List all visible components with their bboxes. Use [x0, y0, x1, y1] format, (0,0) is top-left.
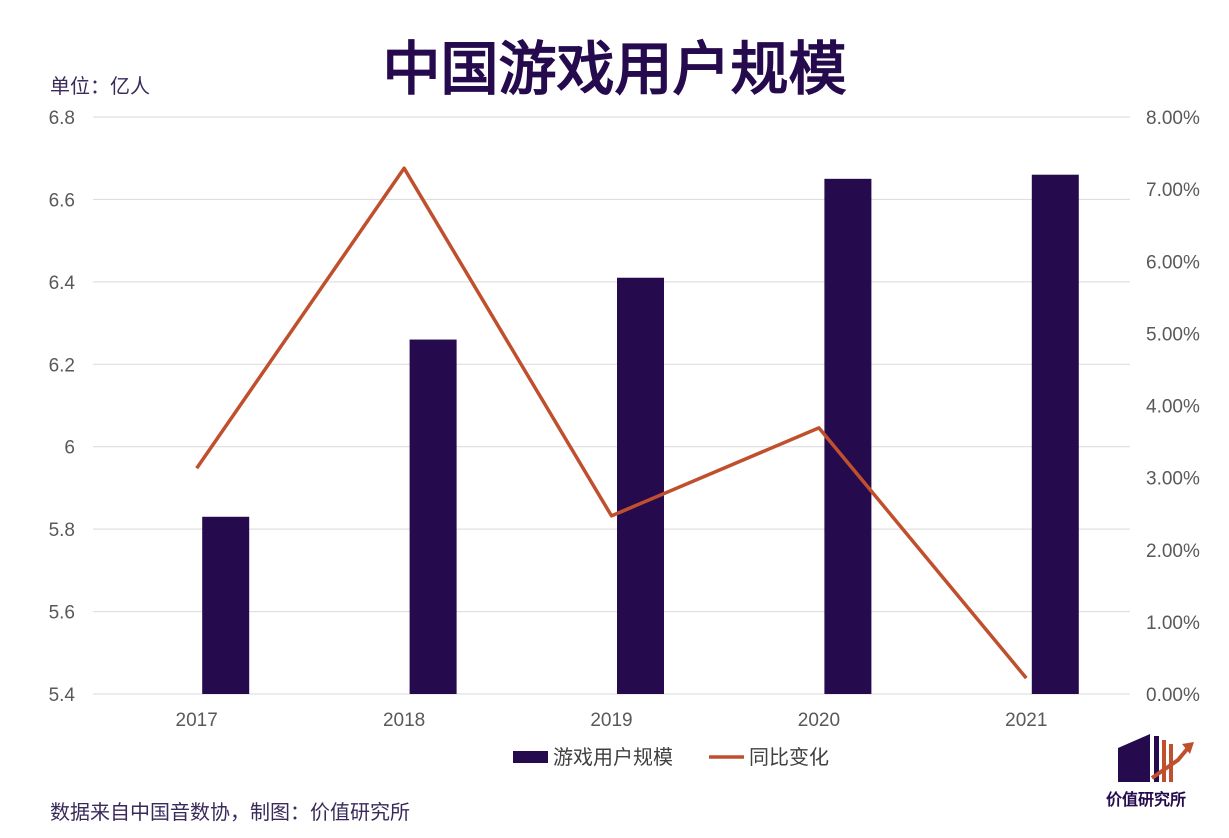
right-tick-label: 6.00%: [1146, 252, 1200, 273]
right-tick-label: 7.00%: [1146, 180, 1200, 201]
right-tick-label: 1.00%: [1146, 613, 1200, 634]
logo-icon: [1118, 734, 1194, 782]
left-tick-label: 6.2: [49, 355, 75, 376]
right-tick-label: 3.00%: [1146, 469, 1200, 490]
left-tick-label: 6.4: [49, 273, 76, 294]
x-tick-label: 2019: [590, 710, 632, 731]
chart-title: 中国游戏用户规模: [382, 35, 847, 103]
legend-swatch-bar: [513, 751, 548, 763]
right-tick-label: 8.00%: [1146, 108, 1200, 129]
unit-label: 单位：亿人: [50, 74, 150, 98]
right-tick-label: 5.00%: [1146, 324, 1200, 345]
x-tick-label: 2017: [176, 710, 218, 731]
left-tick-label: 5.6: [49, 603, 75, 624]
bar: [1031, 174, 1079, 694]
right-tick-label: 0.00%: [1146, 685, 1200, 706]
left-tick-label: 6.6: [49, 190, 75, 211]
bar: [824, 178, 872, 695]
bar: [617, 277, 664, 694]
right-tick-label: 4.00%: [1146, 397, 1200, 418]
series-line: [195, 166, 1028, 680]
logo-text: 价值研究所: [1106, 790, 1187, 809]
legend-label: 游戏用户规模: [553, 745, 673, 769]
x-tick-label: 2021: [1005, 710, 1047, 731]
bar: [409, 339, 457, 694]
right-tick-label: 2.00%: [1146, 541, 1200, 562]
left-tick-label: 6: [64, 438, 75, 459]
x-tick-label: 2020: [798, 710, 840, 731]
x-tick-label: 2018: [383, 710, 425, 731]
source-note: 数据来自中国音数协，制图：价值研究所: [50, 800, 410, 824]
left-tick-label: 6.8: [49, 108, 75, 129]
left-tick-label: 5.8: [49, 520, 75, 541]
left-tick-label: 5.4: [49, 685, 76, 706]
legend-label: 同比变化: [749, 745, 829, 769]
bar: [202, 516, 250, 694]
